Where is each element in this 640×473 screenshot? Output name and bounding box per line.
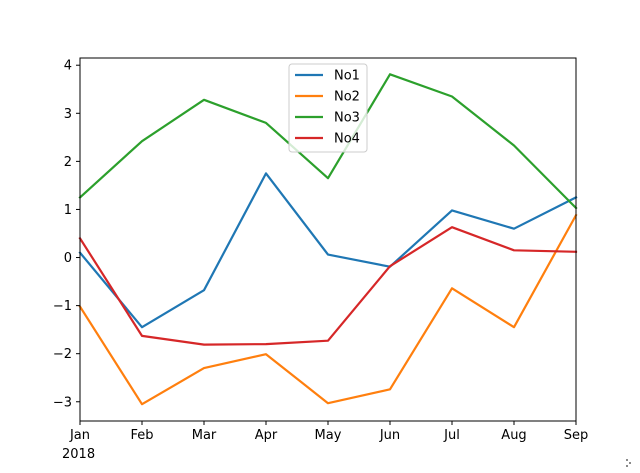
legend-label-no1: No1 [334,69,360,84]
legend-box [288,63,368,153]
x-tick-label: Jul [443,428,460,443]
y-axis: 4 3 2 1 0 −1 −2 −3 [53,59,80,410]
x-tick-label: Jun [379,428,400,443]
series-line-no1 [78,172,578,329]
y-tick-label: 3 [64,107,72,122]
x-tick-label: Jan [69,428,90,443]
series-line-no3 [78,73,578,210]
series-line-no4 [78,226,578,346]
resize-grip-icon [626,459,632,467]
x-tick-label: Sep [564,428,589,443]
series-line-no2 [78,213,578,406]
legend-label-no4: No4 [334,132,360,147]
y-tick-label: 2 [64,155,72,170]
y-tick-label: −1 [53,299,72,314]
x-tick-label: May [315,428,342,443]
x-tick-label: Mar [192,428,217,443]
x-tick-label: Feb [130,428,153,443]
y-tick-label: 0 [64,251,72,266]
x-tick-label: Aug [501,428,526,443]
legend: No1 No2 No3 No4 [288,63,368,153]
y-tick-label: −2 [53,347,72,362]
legend-label-no3: No3 [334,111,360,126]
y-tick-label: −3 [53,395,72,410]
x-axis-year-label: 2018 [62,447,95,462]
series-layer [78,73,578,406]
x-axis: 2018 Jan Feb Mar Apr May Jun Jul Aug Sep [62,421,588,462]
x-tick-label: Apr [255,428,278,443]
legend-label-no2: No2 [334,90,360,105]
y-tick-label: 4 [64,59,72,74]
y-tick-label: 1 [64,203,72,218]
